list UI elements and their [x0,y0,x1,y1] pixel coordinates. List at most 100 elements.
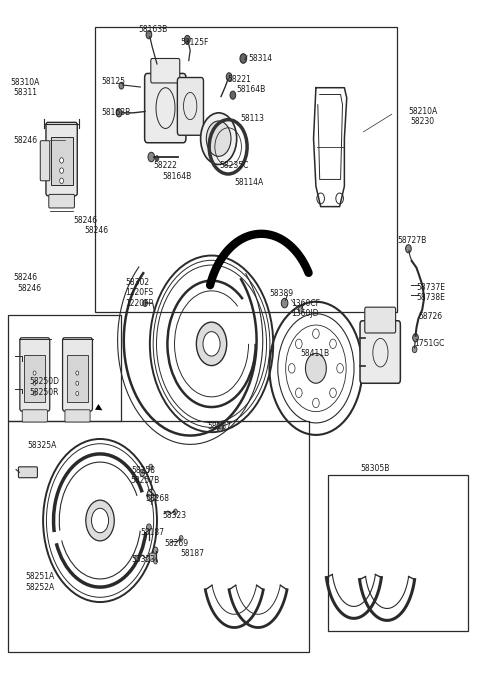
Circle shape [146,524,151,531]
Text: 58389: 58389 [269,289,294,298]
Circle shape [76,382,79,385]
Circle shape [116,109,122,117]
Text: 58257B: 58257B [130,476,159,485]
Circle shape [201,113,237,164]
Circle shape [196,322,227,366]
FancyBboxPatch shape [360,321,400,384]
Circle shape [412,346,417,353]
Circle shape [413,334,419,342]
Text: 58163B: 58163B [101,108,131,117]
FancyBboxPatch shape [20,338,50,411]
Bar [51,137,72,185]
Text: 58250R: 58250R [29,388,59,397]
Text: 58230: 58230 [411,117,435,126]
Circle shape [153,547,158,553]
Circle shape [406,245,411,253]
Circle shape [33,382,36,385]
Circle shape [33,391,36,395]
Circle shape [143,300,147,306]
Text: 58738E: 58738E [417,293,445,302]
Text: 58125F: 58125F [180,38,209,47]
Text: 58187: 58187 [140,528,164,537]
Circle shape [305,353,326,384]
Circle shape [149,464,153,469]
FancyBboxPatch shape [40,140,50,181]
Text: 1360JD: 1360JD [291,310,319,319]
Circle shape [330,339,336,349]
Circle shape [296,388,302,397]
Text: 58269: 58269 [164,539,188,548]
Circle shape [92,508,108,533]
Text: 58726: 58726 [419,312,443,321]
Text: 58114A: 58114A [234,177,264,186]
FancyBboxPatch shape [178,77,204,135]
Text: 58250D: 58250D [29,377,59,386]
Bar [24,356,46,401]
Circle shape [288,364,295,373]
Circle shape [60,178,63,184]
Circle shape [230,91,236,99]
Bar [96,27,396,312]
Text: 1360CF: 1360CF [291,299,320,308]
Text: 58268: 58268 [145,495,169,503]
Bar [8,421,309,651]
Text: 58252A: 58252A [25,583,54,592]
Circle shape [281,299,288,308]
FancyBboxPatch shape [149,553,155,560]
Circle shape [33,371,36,375]
Text: 58163B: 58163B [138,25,167,34]
FancyBboxPatch shape [151,58,180,83]
Text: 58302: 58302 [125,278,149,287]
Text: 58246: 58246 [73,216,97,225]
Text: 58210A: 58210A [408,107,438,116]
Circle shape [76,391,79,395]
Text: 58258: 58258 [132,466,156,475]
Text: 58222: 58222 [154,162,178,171]
Circle shape [312,398,319,408]
FancyBboxPatch shape [18,467,37,477]
Text: 58325A: 58325A [27,441,57,450]
Text: 58311: 58311 [14,88,38,97]
Text: 58251A: 58251A [25,573,54,582]
FancyBboxPatch shape [65,410,90,422]
Text: 58187: 58187 [180,549,204,558]
Circle shape [206,121,231,156]
Circle shape [135,555,138,560]
Text: 58323: 58323 [131,556,155,564]
Text: 58314: 58314 [249,54,273,63]
Text: 1751GC: 1751GC [415,339,445,349]
Text: 1220FS: 1220FS [125,288,153,297]
Text: 58411B: 58411B [301,349,330,358]
Circle shape [86,500,114,541]
Text: 58125: 58125 [101,77,125,86]
Text: 58164B: 58164B [163,171,192,181]
Circle shape [312,329,319,338]
Circle shape [240,53,247,63]
Circle shape [119,82,124,89]
Circle shape [140,469,144,476]
Text: 58310A: 58310A [10,78,39,87]
FancyBboxPatch shape [62,338,93,411]
Circle shape [155,155,159,161]
Circle shape [217,422,223,432]
Text: 58737E: 58737E [417,283,445,292]
FancyBboxPatch shape [365,307,396,333]
Circle shape [184,36,190,44]
Text: 58246: 58246 [84,226,108,235]
Text: 58113: 58113 [240,114,264,123]
Circle shape [174,509,178,514]
Circle shape [330,388,336,397]
Circle shape [154,558,157,564]
Text: 1220FP: 1220FP [125,299,153,308]
Text: 58246: 58246 [13,136,37,145]
Bar [67,356,88,401]
Text: 58221: 58221 [228,75,252,84]
Text: 58727B: 58727B [397,236,427,245]
Circle shape [179,536,183,541]
Text: 58246: 58246 [17,284,41,292]
Text: 58164B: 58164B [236,85,265,95]
Circle shape [299,306,303,313]
Circle shape [148,152,155,162]
FancyBboxPatch shape [46,123,77,196]
Text: 58246: 58246 [14,273,38,282]
